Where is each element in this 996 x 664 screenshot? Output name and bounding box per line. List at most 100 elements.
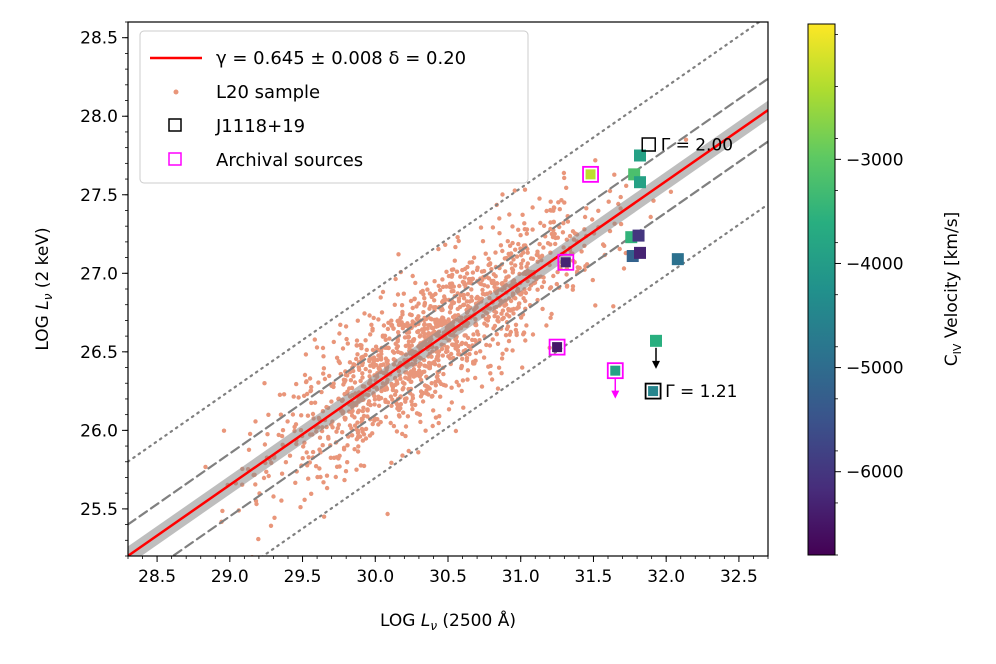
l20-sample-point — [391, 423, 397, 429]
l20-sample-point — [440, 299, 445, 305]
y-axis-label: LOG Lν (2 keV) — [33, 227, 55, 350]
l20-sample-point — [406, 339, 412, 344]
l20-sample-point — [430, 423, 435, 429]
l20-sample-point — [478, 349, 483, 354]
l20-sample-point — [456, 383, 461, 388]
l20-sample-point — [559, 198, 564, 203]
l20-sample-point — [514, 330, 519, 335]
l20-sample-point — [544, 208, 549, 214]
l20-sample-point — [438, 394, 443, 399]
l20-sample-point — [612, 172, 617, 177]
target-gamma-2-marker — [641, 137, 656, 152]
l20-sample-point — [549, 311, 554, 317]
l20-sample-point — [618, 221, 624, 227]
l20-sample-point — [539, 253, 545, 258]
l20-sample-point — [341, 445, 347, 450]
l20-sample-point — [407, 374, 412, 380]
l20-sample-point — [410, 395, 416, 401]
l20-sample-point — [525, 250, 530, 255]
l20-sample-point — [402, 381, 407, 386]
l20-sample-point — [582, 214, 588, 220]
l20-sample-point — [570, 284, 576, 289]
relation-dotted-upper-line — [128, 22, 762, 463]
l20-sample-point — [411, 338, 416, 343]
l20-sample-point — [372, 397, 378, 402]
l20-sample-point — [358, 378, 363, 384]
l20-sample-point — [456, 352, 461, 357]
l20-sample-point — [261, 560, 265, 564]
l20-sample-point — [564, 272, 569, 277]
l20-sample-point — [449, 351, 454, 357]
l20-sample-point — [564, 185, 569, 190]
l20-sample-point — [441, 371, 446, 377]
y-tick-label: 26.0 — [80, 421, 118, 441]
l20-sample-point — [518, 315, 524, 320]
l20-sample-point — [421, 310, 426, 315]
l20-sample-point — [392, 302, 397, 307]
l20-sample-point — [423, 281, 429, 286]
l20-sample-point — [503, 333, 509, 338]
l20-sample-point — [359, 346, 364, 351]
l20-sample-point — [399, 303, 405, 308]
l20-sample-point — [343, 372, 348, 378]
l20-sample-point — [425, 326, 430, 331]
gamma-label: Γ = 2.00 — [661, 136, 733, 156]
l20-sample-point — [414, 304, 419, 309]
l20-sample-point — [423, 428, 428, 433]
l20-sample-point — [524, 231, 529, 236]
l20-sample-point — [306, 455, 311, 460]
l20-sample-point — [466, 280, 472, 285]
l20-sample-point — [279, 471, 285, 476]
l20-sample-point — [336, 359, 341, 364]
l20-sample-point — [314, 345, 320, 350]
l20-sample-point — [278, 412, 284, 417]
l20-sample-point — [449, 284, 454, 290]
l20-sample-point — [503, 269, 508, 274]
l20-sample-point — [509, 261, 514, 266]
l20-sample-point — [443, 242, 448, 247]
l20-sample-point — [360, 408, 365, 414]
l20-sample-point — [436, 246, 441, 252]
l20-sample-point — [507, 243, 513, 248]
l20-sample-point — [500, 351, 505, 356]
l20-sample-point — [347, 423, 353, 428]
x-tick-label: 29.5 — [284, 567, 322, 587]
l20-sample-point — [668, 189, 674, 194]
l20-sample-point — [464, 271, 470, 276]
l20-sample-point — [403, 433, 408, 439]
l20-sample-point — [485, 284, 490, 289]
l20-sample-point — [308, 388, 314, 393]
l20-sample-point — [321, 514, 327, 519]
l20-sample-point — [492, 284, 497, 289]
l20-sample-point — [345, 460, 350, 465]
l20-sample-point — [294, 381, 299, 387]
l20-sample-point — [422, 303, 427, 308]
l20-sample-point — [530, 332, 536, 337]
l20-sample-point — [510, 267, 516, 273]
l20-sample-point — [265, 432, 270, 437]
l20-sample-point — [287, 453, 293, 458]
l20-sample-point — [352, 380, 358, 385]
l20-sample-point — [503, 278, 508, 283]
l20-sample-point — [483, 251, 488, 256]
l20-sample-point — [261, 475, 267, 481]
legend-sample-swatch — [173, 89, 179, 95]
l20-sample-point — [396, 330, 401, 335]
l20-sample-point — [436, 283, 441, 289]
l20-sample-point — [372, 418, 377, 423]
l20-sample-point — [400, 431, 405, 437]
l20-sample-point — [355, 430, 361, 436]
l20-sample-point — [352, 447, 357, 452]
l20-sample-point — [420, 369, 426, 375]
l20-sample-point — [364, 347, 369, 353]
source-marker — [626, 250, 639, 263]
l20-sample-point — [349, 385, 355, 391]
l20-sample-point — [418, 290, 424, 295]
l20-sample-point — [383, 414, 389, 420]
l20-sample-point — [408, 298, 414, 304]
l20-sample-point — [321, 480, 326, 485]
l20-sample-point — [459, 388, 464, 394]
l20-sample-point — [380, 289, 386, 295]
source-marker — [552, 342, 563, 353]
l20-sample-point — [264, 469, 269, 474]
